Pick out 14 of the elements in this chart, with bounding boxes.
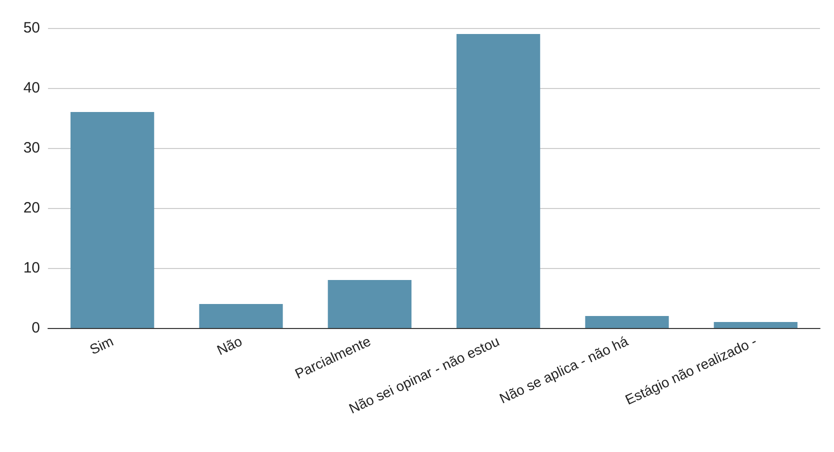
bar [456, 34, 540, 328]
x-tick-label: Não [214, 332, 245, 358]
y-tick-label: 40 [23, 80, 40, 96]
bar [585, 316, 669, 328]
x-tick-label: Sim [87, 332, 116, 358]
bar [70, 112, 154, 328]
bar [328, 280, 412, 328]
bar [714, 322, 798, 328]
y-tick-label: 20 [23, 200, 40, 216]
y-tick-label: 30 [23, 140, 40, 156]
y-tick-label: 0 [32, 320, 40, 336]
y-tick-label: 50 [23, 20, 40, 36]
y-tick-label: 10 [23, 260, 40, 276]
bar [199, 304, 283, 328]
